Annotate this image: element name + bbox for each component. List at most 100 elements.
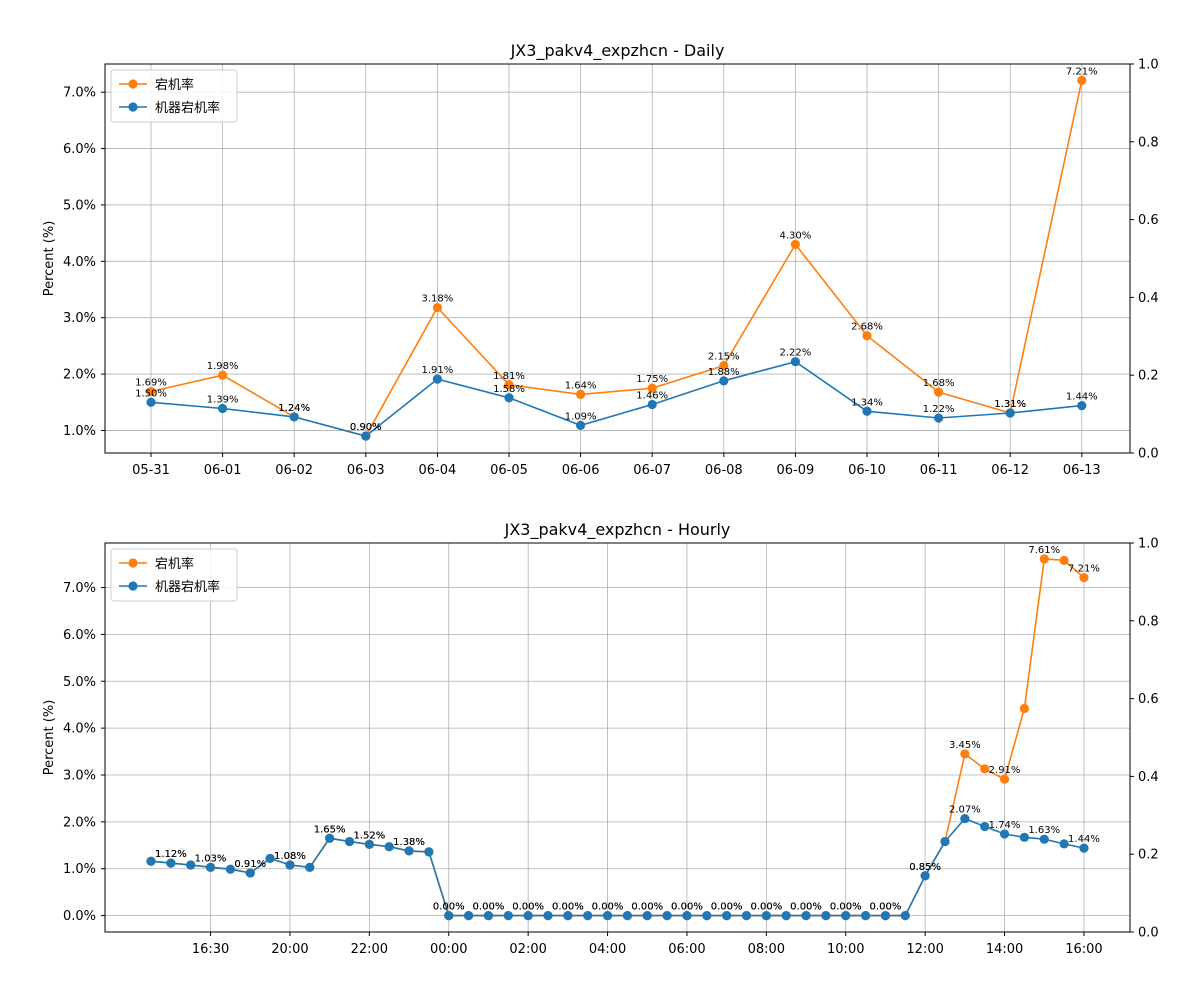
data-labels-2: 1.50% 1.39% 1.24% 0.90% 1.91% 1.58% 1.09% 1.46%… bbox=[135, 348, 1098, 433]
data-label: 1.46% bbox=[636, 391, 668, 402]
y-tick-label: 1.0% bbox=[63, 424, 96, 439]
data-label: 1.31% bbox=[994, 399, 1026, 410]
data-label: 0.00% bbox=[870, 902, 902, 913]
data-point bbox=[325, 833, 335, 843]
data-point bbox=[432, 374, 442, 384]
data-label: 0.00% bbox=[750, 902, 782, 913]
y-tick-label: 7.0% bbox=[63, 581, 96, 596]
data-point bbox=[841, 910, 851, 921]
data-point bbox=[920, 871, 930, 881]
data-point bbox=[647, 383, 657, 393]
data-point bbox=[999, 829, 1010, 839]
data-label: 0.91% bbox=[234, 859, 266, 870]
data-label: 1.31% bbox=[994, 399, 1026, 410]
plot-frame bbox=[104, 542, 1131, 933]
x-tick-label: 12:00 bbox=[906, 942, 943, 957]
data-point bbox=[861, 910, 871, 921]
x-tick-label: 05-31 bbox=[132, 463, 170, 478]
data-label: 1.81% bbox=[493, 371, 525, 382]
data-point bbox=[563, 910, 573, 921]
data-label: 1.34% bbox=[851, 397, 883, 408]
data-label: 7.21% bbox=[1068, 564, 1100, 575]
data-point bbox=[166, 858, 176, 868]
legend-swatch-marker bbox=[128, 79, 138, 89]
y-tick-label: 6.0% bbox=[63, 628, 96, 643]
data-label: 2.22% bbox=[780, 348, 812, 359]
data-point bbox=[504, 380, 514, 390]
data-label: 0.00% bbox=[790, 902, 822, 913]
data-label: 0.00% bbox=[711, 902, 743, 913]
data-labels-1: 1.69% 1.98% 1.24% 0.90% 3.18% 1.81% 1.64% 1.75%… bbox=[135, 66, 1098, 433]
data-point bbox=[960, 813, 970, 824]
data-point bbox=[404, 846, 414, 856]
x-tick-label: 06-10 bbox=[848, 463, 886, 478]
x-tick-label: 06-06 bbox=[562, 463, 600, 478]
data-label: 1.08% bbox=[274, 851, 306, 862]
data-point bbox=[464, 910, 474, 921]
chart-title: JX3_pakv4_expzhcn - Hourly bbox=[504, 520, 731, 540]
data-point bbox=[1005, 408, 1015, 418]
data-point bbox=[682, 910, 692, 921]
data-point bbox=[444, 910, 454, 921]
y-axis-label: Percent (%) bbox=[42, 221, 57, 297]
legend-box bbox=[110, 69, 238, 123]
data-label: 0.00% bbox=[433, 902, 465, 913]
legend-entry: 宕机率 bbox=[155, 556, 194, 572]
data-point bbox=[523, 910, 533, 921]
data-label: 1.63% bbox=[1028, 825, 1060, 836]
x-tick-label: 20:00 bbox=[271, 942, 308, 957]
y2-tick-label: 1.0 bbox=[1138, 537, 1159, 552]
data-label: 1.52% bbox=[353, 830, 385, 841]
data-label: 0.00% bbox=[552, 902, 584, 913]
x-tick-label: 06-12 bbox=[991, 463, 1029, 478]
data-point bbox=[821, 910, 831, 921]
x-tick-label: 06-01 bbox=[204, 463, 242, 478]
data-point bbox=[186, 860, 196, 870]
data-point bbox=[980, 821, 990, 832]
data-label: 1.12% bbox=[155, 849, 187, 860]
data-label: 1.44% bbox=[1066, 392, 1098, 403]
legend-swatch-marker bbox=[128, 102, 138, 112]
data-point bbox=[265, 853, 275, 864]
data-label: 2.68% bbox=[851, 322, 883, 333]
legend-entry: 机器宕机率 bbox=[155, 579, 220, 595]
data-label: 1.75% bbox=[636, 374, 668, 385]
data-label: 0.90% bbox=[350, 422, 382, 433]
data-point bbox=[622, 910, 633, 921]
data-label: 1.38% bbox=[393, 837, 425, 848]
y2-tick-label: 0.6 bbox=[1138, 213, 1159, 228]
y-tick-label: 5.0% bbox=[63, 198, 96, 213]
data-point bbox=[146, 397, 156, 407]
data-point bbox=[289, 412, 299, 422]
x-tick-label: 06:00 bbox=[668, 942, 705, 957]
y2-tick-label: 0.2 bbox=[1138, 848, 1159, 863]
data-point bbox=[1039, 834, 1049, 844]
y-axis-label: Percent (%) bbox=[42, 700, 57, 776]
data-point bbox=[790, 239, 801, 250]
data-point bbox=[146, 386, 156, 397]
data-label: 1.38% bbox=[393, 837, 425, 848]
data-point bbox=[504, 393, 514, 403]
data-label: 1.08% bbox=[274, 851, 306, 862]
data-label: 0.91% bbox=[234, 859, 266, 870]
y-tick-label: 4.0% bbox=[63, 722, 96, 737]
data-label: 0.00% bbox=[830, 902, 862, 913]
data-label: 0.85% bbox=[909, 862, 941, 873]
data-point bbox=[602, 910, 613, 921]
x-tick-label: 06-02 bbox=[275, 463, 313, 478]
data-point bbox=[801, 910, 811, 921]
x-tick-label: 22:00 bbox=[351, 942, 388, 957]
data-label: 0.00% bbox=[830, 902, 862, 913]
data-point bbox=[862, 331, 872, 341]
data-point bbox=[364, 839, 374, 849]
data-point bbox=[1019, 832, 1029, 842]
data-label: 1.64% bbox=[565, 380, 597, 391]
x-tick-label: 06-09 bbox=[777, 463, 815, 478]
data-label: 1.52% bbox=[353, 830, 385, 841]
data-point bbox=[1079, 573, 1089, 583]
chart-panel-1: JX3_pakv4_expzhcn - Daily 05-31 06-01 06-02… bbox=[42, 41, 1159, 478]
y-tick-label: 3.0% bbox=[63, 311, 96, 326]
data-label: 1.68% bbox=[923, 378, 955, 389]
